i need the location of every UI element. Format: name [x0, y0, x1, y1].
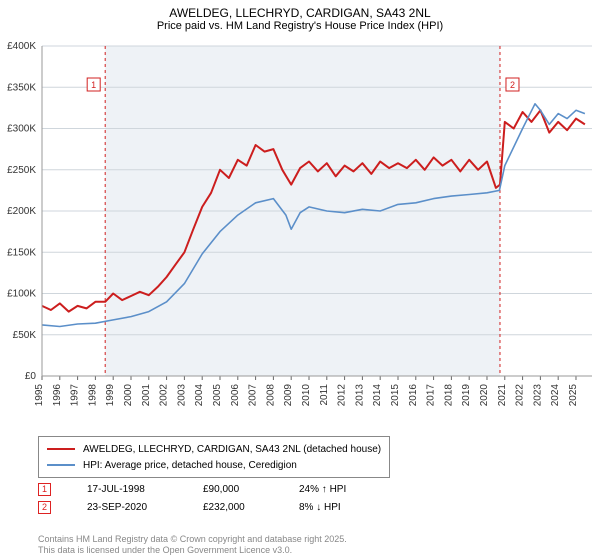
- svg-text:2023: 2023: [532, 384, 543, 407]
- svg-text:2: 2: [510, 80, 515, 90]
- chart-title: AWELDEG, LLECHRYD, CARDIGAN, SA43 2NL: [0, 0, 600, 20]
- page: AWELDEG, LLECHRYD, CARDIGAN, SA43 2NL Pr…: [0, 0, 600, 560]
- svg-text:2014: 2014: [372, 384, 383, 407]
- svg-text:1: 1: [91, 80, 96, 90]
- svg-text:£250K: £250K: [7, 165, 36, 176]
- svg-text:2005: 2005: [212, 384, 223, 407]
- svg-text:2006: 2006: [230, 384, 241, 407]
- marker-table: 1 17-JUL-1998 £90,000 24% ↑ HPI 2 23-SEP-2020…: [38, 480, 379, 516]
- svg-text:2016: 2016: [408, 384, 419, 407]
- legend-label: HPI: Average price, detached house, Cere…: [83, 460, 297, 471]
- svg-text:£300K: £300K: [7, 124, 36, 135]
- svg-text:£0: £0: [25, 371, 37, 382]
- svg-text:2000: 2000: [123, 384, 134, 407]
- marker-price: £232,000: [203, 502, 263, 513]
- svg-text:1997: 1997: [70, 384, 81, 407]
- svg-text:2010: 2010: [301, 384, 312, 407]
- footer-note: Contains HM Land Registry data © Crown c…: [38, 534, 347, 557]
- footer-line-1: Contains HM Land Registry data © Crown c…: [38, 534, 347, 545]
- legend-swatch: [47, 464, 75, 466]
- svg-text:£100K: £100K: [7, 289, 36, 300]
- svg-text:£50K: £50K: [13, 330, 37, 341]
- legend-row: HPI: Average price, detached house, Cere…: [47, 457, 381, 473]
- price-chart: £0 £50K £100K £150K £200K £250K £300K £350K £400…: [0, 40, 600, 430]
- svg-text:2019: 2019: [461, 384, 472, 407]
- svg-text:2012: 2012: [337, 384, 348, 407]
- legend-label: AWELDEG, LLECHRYD, CARDIGAN, SA43 2NL (d…: [83, 444, 381, 455]
- svg-text:2024: 2024: [550, 384, 561, 407]
- svg-text:2002: 2002: [159, 384, 170, 407]
- svg-text:2017: 2017: [426, 384, 437, 407]
- svg-text:2015: 2015: [390, 384, 401, 407]
- marker-badge: 1: [38, 483, 51, 496]
- marker-pct: 24% ↑ HPI: [299, 484, 379, 495]
- svg-text:2001: 2001: [141, 384, 152, 407]
- chart-subtitle: Price paid vs. HM Land Registry's House …: [0, 20, 600, 36]
- marker-row: 2 23-SEP-2020 £232,000 8% ↓ HPI: [38, 498, 379, 516]
- svg-text:2013: 2013: [354, 384, 365, 407]
- legend-row: AWELDEG, LLECHRYD, CARDIGAN, SA43 2NL (d…: [47, 441, 381, 457]
- svg-text:1998: 1998: [87, 384, 98, 407]
- legend-swatch: [47, 448, 75, 450]
- svg-text:2011: 2011: [319, 384, 330, 406]
- marker-date: 17-JUL-1998: [87, 484, 167, 495]
- svg-text:2007: 2007: [248, 384, 259, 407]
- svg-text:£150K: £150K: [7, 247, 36, 258]
- marker-badge: 2: [38, 501, 51, 514]
- svg-text:2008: 2008: [265, 384, 276, 407]
- marker-price: £90,000: [203, 484, 263, 495]
- legend: AWELDEG, LLECHRYD, CARDIGAN, SA43 2NL (d…: [38, 436, 390, 478]
- marker-row: 1 17-JUL-1998 £90,000 24% ↑ HPI: [38, 480, 379, 498]
- svg-text:2025: 2025: [568, 384, 579, 407]
- svg-text:2003: 2003: [176, 384, 187, 407]
- svg-text:1996: 1996: [52, 384, 63, 407]
- marker-date: 23-SEP-2020: [87, 502, 167, 513]
- svg-text:2018: 2018: [443, 384, 454, 407]
- svg-text:2021: 2021: [497, 384, 508, 407]
- svg-text:£400K: £400K: [7, 41, 36, 52]
- svg-text:2009: 2009: [283, 384, 294, 407]
- svg-text:1995: 1995: [34, 384, 45, 407]
- svg-text:2020: 2020: [479, 384, 490, 407]
- svg-text:£200K: £200K: [7, 206, 36, 217]
- svg-text:1999: 1999: [105, 384, 116, 407]
- footer-line-2: This data is licensed under the Open Gov…: [38, 545, 347, 556]
- svg-text:£350K: £350K: [7, 82, 36, 93]
- svg-text:2022: 2022: [515, 384, 526, 407]
- svg-text:2004: 2004: [194, 384, 205, 407]
- marker-pct: 8% ↓ HPI: [299, 502, 379, 513]
